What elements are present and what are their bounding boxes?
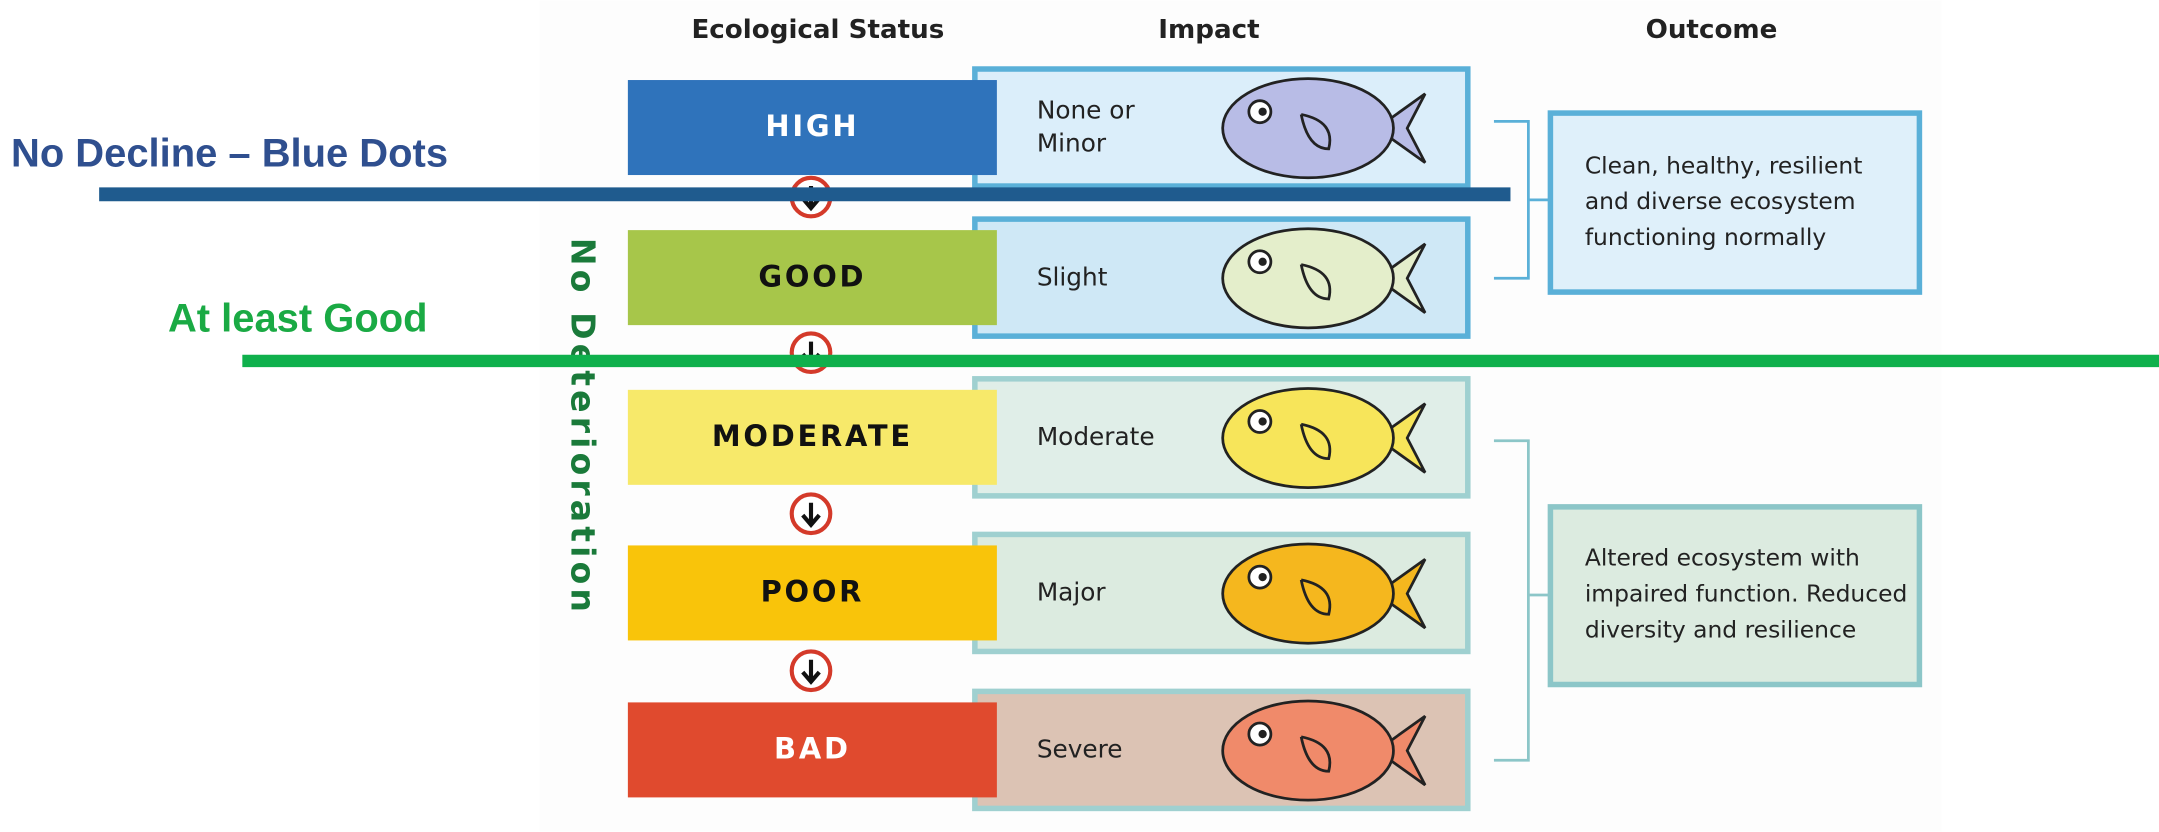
- impact-label: Moderate: [1037, 422, 1155, 451]
- outcome-text: functioning normally: [1585, 223, 1827, 251]
- outcome-box: [1547, 504, 1923, 688]
- fish-pupil: [1258, 572, 1267, 582]
- fish-fin: [1299, 263, 1332, 301]
- arrow: [801, 659, 821, 685]
- status-box: [627, 389, 997, 485]
- fish-tail: [1374, 92, 1427, 164]
- status-box: [627, 230, 997, 326]
- fish-tail: [1374, 558, 1427, 630]
- fish-pupil: [1258, 417, 1267, 426]
- outcome-text: Altered ecosystem with: [1585, 544, 1860, 572]
- column-header: Outcome: [1646, 15, 1778, 45]
- outcome-box: [1547, 110, 1923, 295]
- impact-label: None or: [1037, 96, 1136, 125]
- fish-body: [1221, 387, 1395, 489]
- annotation: No Decline – Blue Dots: [11, 131, 448, 175]
- bracket: [1493, 439, 1530, 762]
- fish: [1221, 699, 1427, 802]
- fish-body: [1221, 699, 1395, 802]
- fish-pupil: [1258, 729, 1267, 739]
- impact-label: Severe: [1037, 735, 1123, 764]
- fish: [1221, 387, 1427, 489]
- fish-fin: [1299, 422, 1332, 461]
- fish-body: [1221, 227, 1395, 330]
- fish-tail: [1374, 715, 1427, 787]
- annotation: At least Good: [168, 297, 428, 341]
- impact-label: Major: [1037, 578, 1107, 607]
- fish: [1221, 227, 1427, 330]
- status-label: GOOD: [758, 259, 866, 293]
- side-label: No Deterioration: [564, 238, 603, 616]
- fish-tail: [1374, 402, 1427, 474]
- status-box: [627, 545, 997, 641]
- impact-label: Slight: [1037, 262, 1108, 291]
- column-header: Ecological Status: [691, 15, 944, 45]
- fish-fin: [1299, 735, 1332, 773]
- status-label: BAD: [774, 732, 851, 766]
- fish-body: [1221, 77, 1395, 180]
- fish-fin: [1299, 113, 1332, 151]
- fish-tail: [1374, 242, 1427, 314]
- fish: [1221, 77, 1427, 180]
- fish: [1221, 542, 1427, 645]
- status-box: [627, 702, 997, 798]
- impact-label: Minor: [1037, 129, 1107, 158]
- outcome-text: Clean, healthy, resilient: [1585, 151, 1863, 179]
- column-header: Impact: [1158, 15, 1259, 45]
- fish-pupil: [1258, 257, 1267, 266]
- status-label: MODERATE: [712, 419, 913, 453]
- outcome-text: and diverse ecosystem: [1585, 187, 1856, 215]
- fish-body: [1221, 542, 1395, 645]
- outcome-text: impaired function. Reduced: [1585, 579, 1908, 607]
- arrow: [801, 502, 821, 528]
- status-label: POOR: [761, 575, 865, 609]
- outcome-text: diversity and resilience: [1585, 615, 1856, 643]
- status-label: HIGH: [765, 109, 859, 143]
- fish-fin: [1299, 578, 1332, 616]
- status-box: [627, 80, 997, 176]
- fish-pupil: [1258, 107, 1267, 116]
